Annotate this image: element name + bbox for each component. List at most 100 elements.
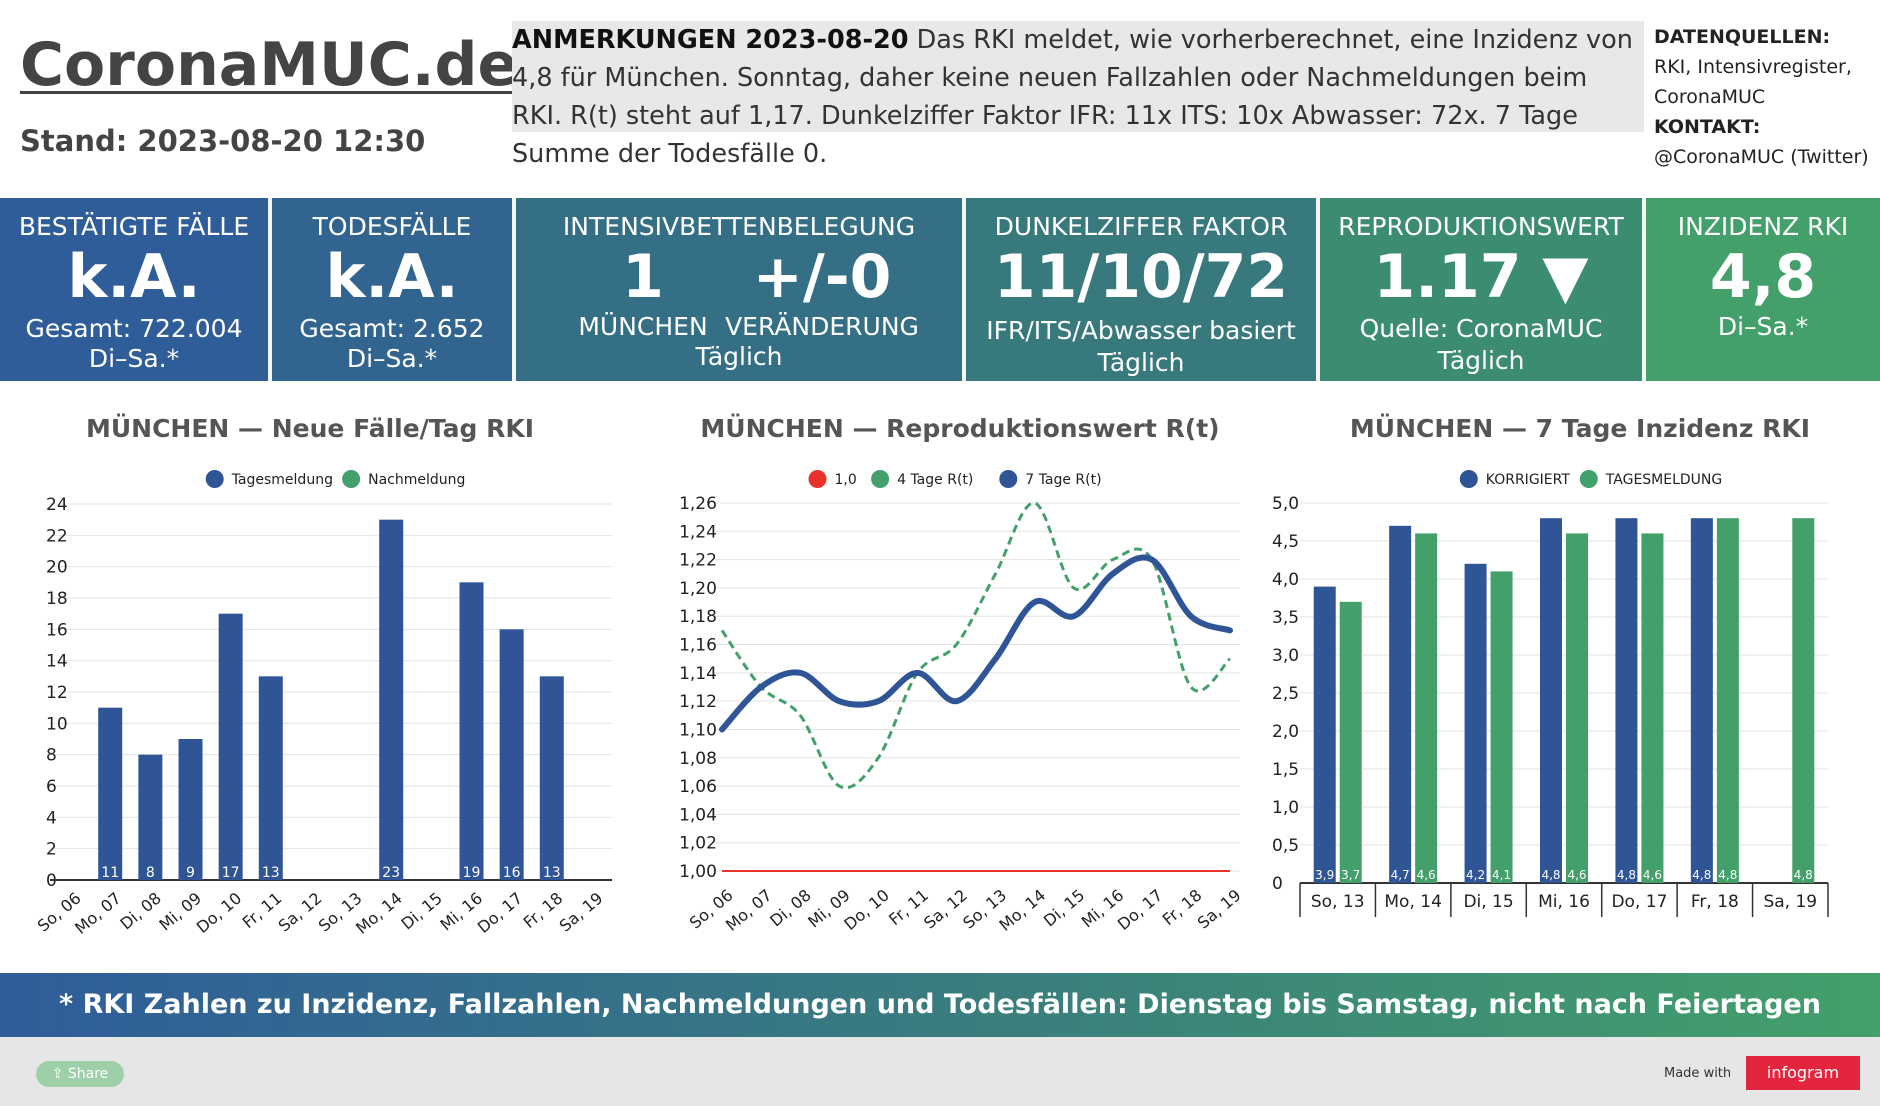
legend-label: 7 Tage R(t) (1025, 472, 1101, 488)
bar-value-label: 3,9 (1315, 868, 1334, 882)
x-tick-label: Do, 17 (1611, 892, 1667, 912)
bar (98, 707, 123, 880)
bar-korrigiert (1313, 586, 1336, 883)
footnote-banner: * RKI Zahlen zu Inzidenz, Fallzahlen, Na… (0, 973, 1880, 1037)
x-tick-label: Di, 08 (766, 886, 814, 931)
y-tick-label: 1,10 (679, 720, 717, 740)
y-tick-label: 1,02 (679, 834, 717, 854)
bar-value-label: 16 (503, 865, 521, 881)
y-tick-label: 16 (46, 620, 68, 640)
kpi-title: INTENSIVBETTENBELEGUNG (562, 212, 916, 241)
bar-value-label: 4,2 (1466, 868, 1485, 882)
bar (539, 676, 564, 880)
kpi-divider (1316, 198, 1320, 381)
y-tick-label: 10 (46, 714, 68, 734)
y-tick-label: 0,5 (1272, 836, 1299, 856)
chart-title-inzidenz: MÜNCHEN — 7 Tage Inzidenz RKI (1349, 414, 1811, 443)
y-tick-label: 4,0 (1272, 570, 1299, 590)
contact-link[interactable]: @CoronaMUC (Twitter) (1654, 146, 1869, 168)
kpi-label-veraenderung: VERÄNDERUNG (725, 312, 919, 341)
kpi-intensivbetten: INTENSIVBETTENBELEGUNG 1 +/-0 MÜNCHEN VE… (516, 198, 962, 381)
kpi-value: k.A. (67, 242, 201, 312)
kpi-value-muenchen: 1 (622, 242, 664, 312)
legend-label: KORRIGIERT (1486, 472, 1571, 488)
kpi-title: BESTÄTIGTE FÄLLE (18, 212, 250, 241)
legend-label: Nachmeldung (368, 472, 465, 488)
x-tick-label: Do, 10 (193, 889, 246, 937)
kpi-value-veraenderung: +/-0 (752, 242, 892, 312)
made-with-label: Made with (1664, 1066, 1732, 1081)
bar-value-label: 11 (101, 865, 119, 881)
chart-title-rt: MÜNCHEN — Reproduktionswert R(t) (700, 414, 1220, 443)
x-tick-label: Do, 17 (1114, 886, 1167, 934)
legend-label: 1,0 (835, 472, 857, 488)
kpi-divider (1642, 198, 1646, 381)
bar-value-label: 4,7 (1391, 868, 1410, 882)
y-tick-label: 18 (46, 589, 68, 609)
chart-inzidenz: KORRIGIERT TAGESMELDUNG 0 0,5 1,0 1,5 2,0 2,5 3,… (1272, 470, 1829, 917)
x-tick-label: Sa, 12 (920, 886, 971, 933)
legend-marker (871, 470, 890, 488)
bar-korrigiert (1615, 518, 1638, 883)
bar-value-label: 3,7 (1341, 868, 1360, 882)
y-tick-label: 20 (46, 558, 68, 578)
y-tick-label: 1,04 (679, 805, 717, 825)
bar-value-label: 4,6 (1643, 868, 1662, 882)
kpi-inzidenz: INZIDENZ RKI 4,8 Di–Sa.* (1646, 198, 1880, 381)
sources-title: DATENQUELLEN: (1654, 26, 1831, 48)
bar-value-label: 23 (382, 865, 400, 881)
x-tick-label: Mo, 07 (71, 889, 125, 938)
bar-tagesmeldung (1490, 571, 1513, 883)
sources-box: DATENQUELLEN: RKI, Intensivregister, Cor… (1654, 22, 1880, 172)
kpi-sub: Quelle: CoronaMUC (1359, 314, 1603, 343)
x-tick-label: Sa, 12 (275, 889, 326, 936)
y-tick-label: 1,14 (679, 664, 717, 684)
bar-tagesmeldung (1792, 518, 1815, 883)
share-icon: ⇪ (51, 1066, 68, 1082)
y-tick-label: 8 (46, 746, 57, 766)
legend-marker (1579, 470, 1598, 488)
x-tick-label: Sa, 19 (556, 889, 607, 936)
kpi-value: 11/10/72 (993, 242, 1289, 312)
y-tick-label: 0 (1272, 874, 1283, 894)
kpi-title: REPRODUKTIONSWERT (1338, 212, 1624, 241)
y-tick-label: 1,06 (679, 777, 717, 797)
y-tick-label: 1,08 (679, 749, 717, 769)
bar (218, 613, 243, 880)
legend-label: TAGESMELDUNG (1605, 472, 1722, 488)
chart-reproduktionswert: 1,0 4 Tage R(t) 7 Tage R(t) 1,00 1,02 1,04 1,0… (679, 470, 1245, 935)
bar-value-label: 4,8 (1794, 868, 1813, 882)
kpi-value: 4,8 (1709, 242, 1817, 312)
bar-tagesmeldung (1641, 533, 1664, 883)
kpi-sub: Gesamt: 722.004 (25, 314, 243, 343)
y-tick-label: 1,26 (679, 494, 717, 514)
bar-value-label: 4,8 (1617, 868, 1636, 882)
site-logo[interactable]: CoronaMUC.de (20, 30, 519, 100)
kpi-sub: Di–Sa.* (1717, 312, 1809, 341)
bar-korrigiert (1690, 518, 1713, 883)
y-tick-label: 5,0 (1272, 494, 1299, 514)
y-tick-label: 2,0 (1272, 722, 1299, 742)
legend-marker (999, 470, 1018, 488)
kpi-divider (962, 198, 966, 381)
bar-value-label: 19 (463, 865, 481, 881)
bar (258, 676, 283, 880)
x-tick-label: Di, 08 (116, 889, 164, 934)
notes-title: ANMERKUNGEN 2023-08-20 (512, 25, 909, 55)
bar-value-label: 4,6 (1567, 868, 1586, 882)
bar-tagesmeldung (1716, 518, 1739, 883)
bar-value-label: 8 (146, 865, 155, 881)
bar-korrigiert (1389, 525, 1412, 883)
x-tick-label: Di, 15 (397, 889, 445, 934)
legend-marker (342, 470, 361, 488)
y-tick-label: 2 (46, 840, 57, 860)
bar-tagesmeldung (1339, 601, 1362, 883)
share-button[interactable]: ⇪ Share (36, 1061, 124, 1087)
x-tick-label: So, 13 (1311, 892, 1365, 912)
kpi-sub: IFR/ITS/Abwasser basiert (986, 316, 1296, 345)
x-tick-label: Mi, 16 (1538, 892, 1590, 912)
legend-label: 4 Tage R(t) (897, 472, 973, 488)
kpi-divider (512, 198, 516, 381)
y-tick-label: 4 (46, 808, 57, 828)
infogram-logo[interactable]: infogram (1746, 1056, 1860, 1090)
